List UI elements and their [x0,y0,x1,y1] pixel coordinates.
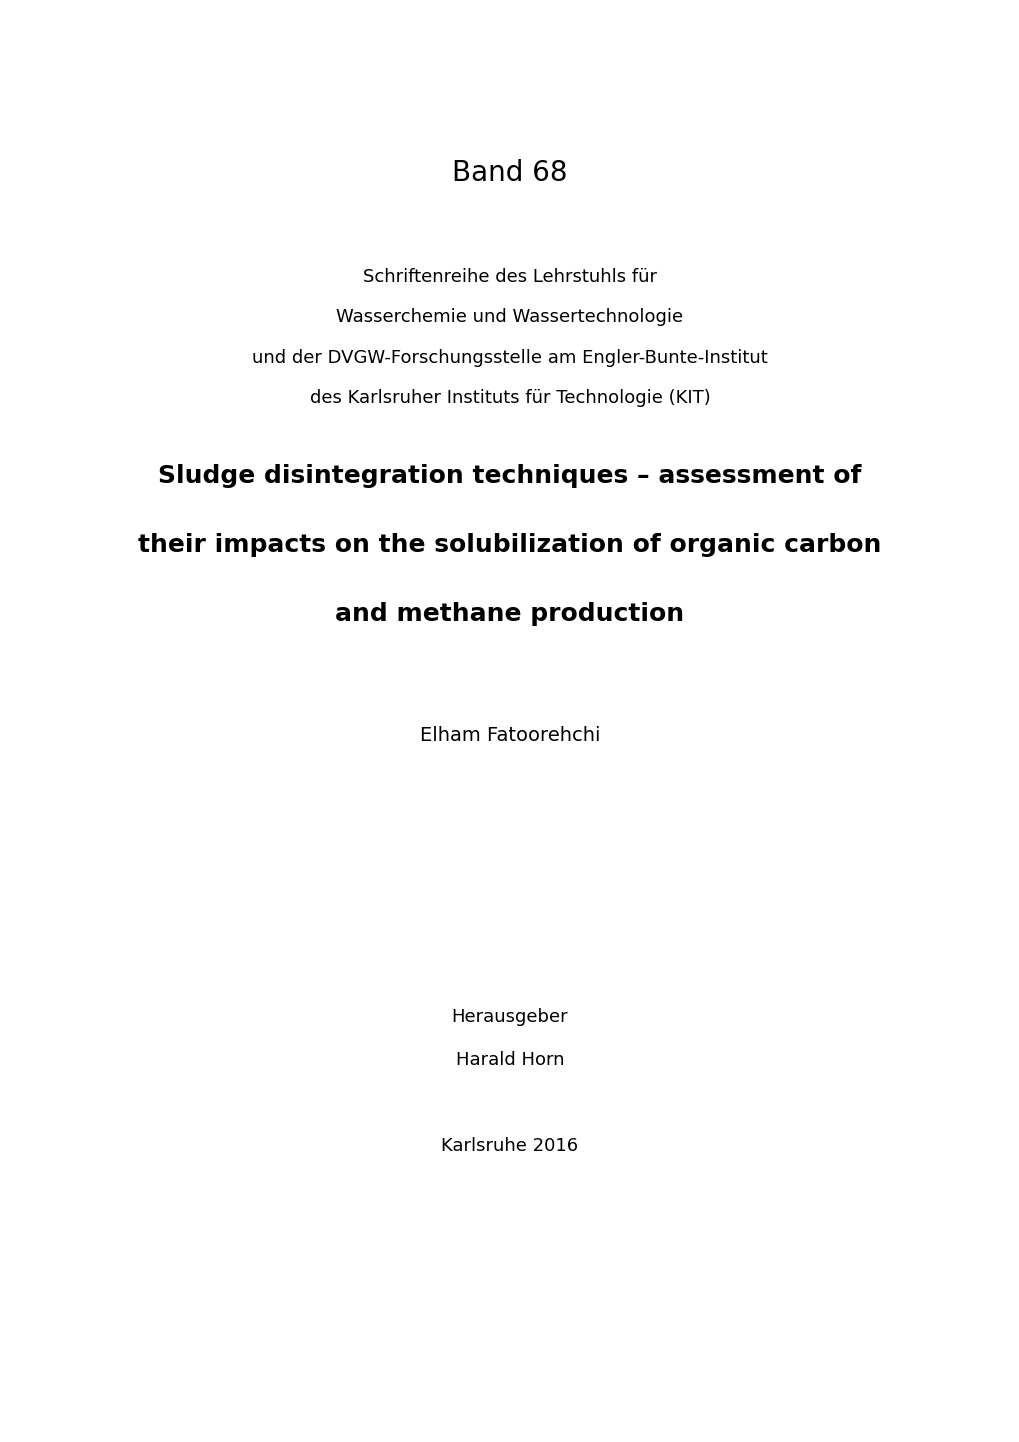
Text: their impacts on the solubilization of organic carbon: their impacts on the solubilization of o… [139,534,880,557]
Text: und der DVGW-Forschungsstelle am Engler-Bunte-Institut: und der DVGW-Forschungsstelle am Engler-… [252,349,767,366]
Text: Wasserchemie und Wassertechnologie: Wasserchemie und Wassertechnologie [336,309,683,326]
Text: Band 68: Band 68 [451,159,568,187]
Text: des Karlsruher Instituts für Technologie (KIT): des Karlsruher Instituts für Technologie… [310,389,709,407]
Text: Schriftenreihe des Lehrstuhls für: Schriftenreihe des Lehrstuhls für [363,268,656,286]
Text: Herausgeber: Herausgeber [451,1008,568,1025]
Text: Karlsruhe 2016: Karlsruhe 2016 [441,1138,578,1155]
Text: Harald Horn: Harald Horn [455,1051,564,1069]
Text: and methane production: and methane production [335,603,684,626]
Text: Elham Fatoorehchi: Elham Fatoorehchi [420,725,599,746]
Text: Sludge disintegration techniques – assessment of: Sludge disintegration techniques – asses… [158,464,861,487]
